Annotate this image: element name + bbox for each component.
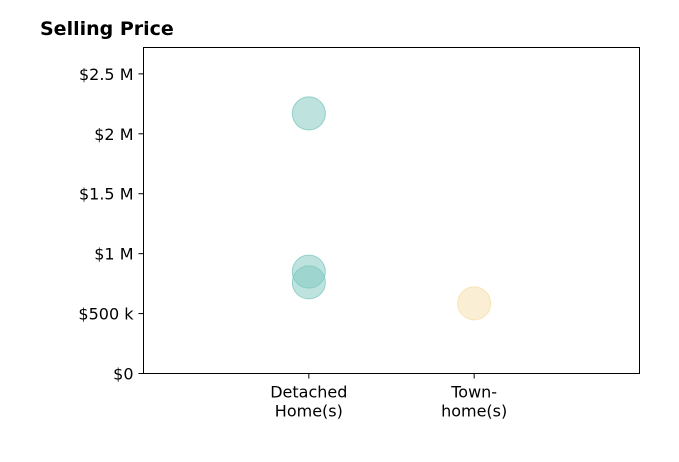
plot-frame: [143, 47, 640, 374]
y-axis: $0 $500 k $1 M $1.5 M $2 M $2.5 M: [78, 65, 144, 384]
y-tick-label: $1.5 M: [79, 185, 134, 204]
x-axis: Detached Home(s) Town-home(s): [270, 373, 507, 421]
chart-title: Selling Price: [40, 18, 174, 40]
y-tick-label: $0: [113, 365, 133, 384]
y-tick-label: $2 M: [94, 125, 133, 144]
x-tick-label: Town-home(s): [441, 383, 507, 421]
x-tick-label-line: Home(s): [275, 402, 343, 421]
x-tick-label-line: Town-: [450, 383, 497, 402]
y-tick-label: $1 M: [94, 245, 133, 264]
x-tick-label-line: home(s): [441, 402, 507, 421]
y-tick-label: $2.5 M: [79, 65, 134, 84]
x-tick-label: Detached Home(s): [270, 383, 347, 421]
y-tick-label: $500 k: [78, 305, 134, 324]
data-point-series-1-0: [457, 286, 492, 321]
x-tick-label-line: Detached: [270, 383, 347, 402]
data-point-series-0-0: [291, 96, 326, 131]
data-point-series-0-2: [291, 265, 326, 300]
data-points: [291, 96, 492, 321]
